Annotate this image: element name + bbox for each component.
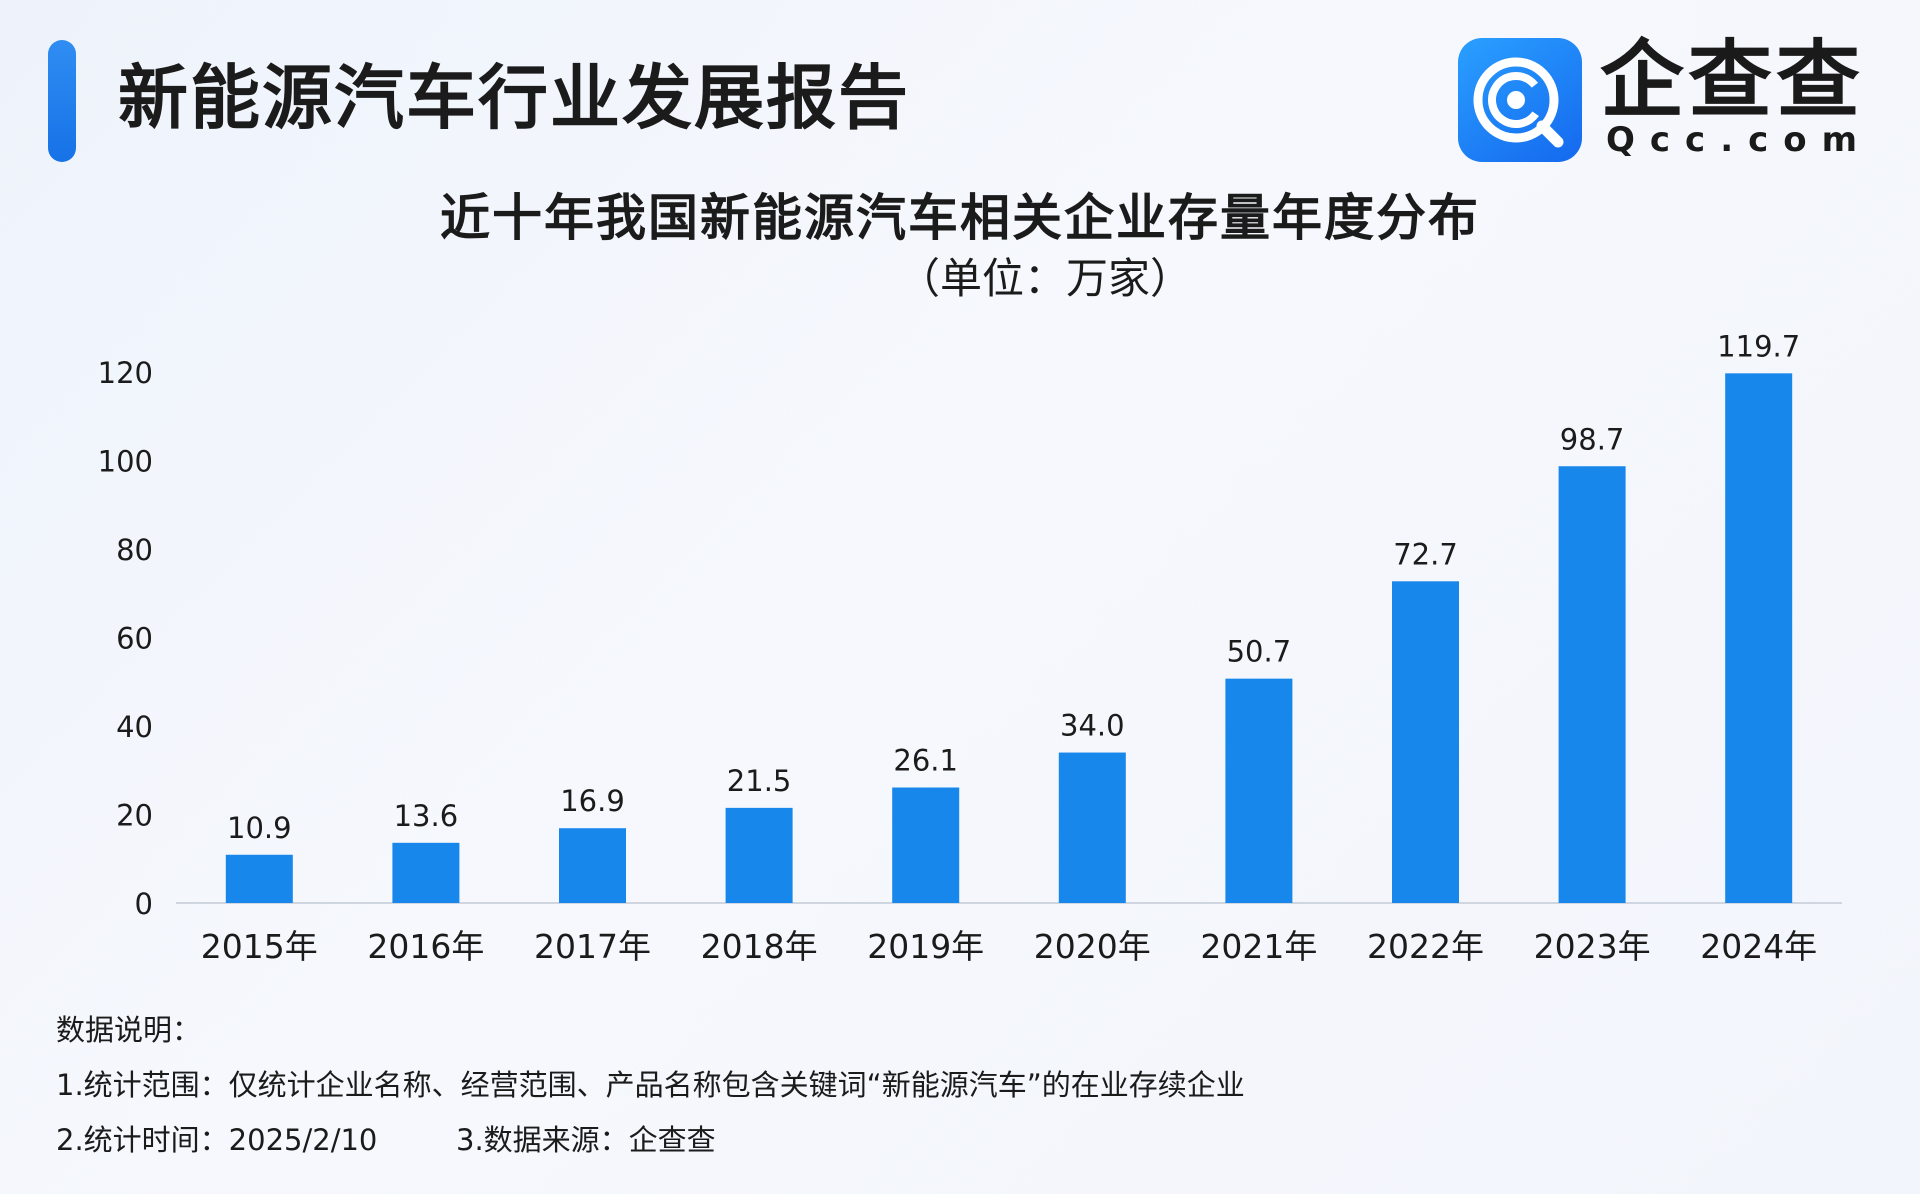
value-label: 34.0	[1060, 709, 1125, 743]
y-tick-label: 0	[135, 887, 153, 921]
value-label: 21.5	[727, 764, 792, 798]
report-title: 新能源汽车行业发展报告	[118, 57, 910, 139]
value-label: 26.1	[893, 744, 958, 778]
x-tick-label: 2019年	[867, 927, 984, 966]
bar-chart: 0 20 40 60 80 100 120 10.9 2015年 13.6 2016年 16.9 201…	[98, 329, 1842, 966]
x-tick-label: 2020年	[1034, 927, 1151, 966]
y-tick-label: 60	[116, 622, 153, 656]
value-label: 72.7	[1393, 537, 1458, 571]
y-tick-label: 80	[116, 533, 153, 567]
bar	[225, 854, 293, 903]
y-tick-label: 20	[116, 799, 153, 833]
notes-source: 3.数据来源：企查查	[456, 1123, 716, 1157]
qcc-magnifier-icon	[1458, 38, 1582, 162]
x-tick-label: 2017年	[534, 927, 651, 966]
y-tick-label: 100	[98, 445, 153, 479]
x-tick-label: 2024年	[1700, 927, 1817, 966]
x-tick-label: 2022年	[1367, 927, 1484, 966]
bar	[892, 787, 960, 903]
chart-subtitle: （单位：万家）	[897, 254, 1192, 303]
qcc-logo: 企查查 Qcc.com	[1458, 32, 1878, 162]
bar	[559, 828, 626, 903]
y-tick-label: 120	[98, 356, 153, 390]
notes-time: 2.统计时间：2025/2/10	[56, 1123, 378, 1157]
value-label: 13.6	[394, 799, 459, 833]
bar	[1225, 678, 1293, 903]
notes-row: 2.统计时间：2025/2/10 3.数据来源：企查查	[56, 1120, 1256, 1160]
header-accent-bar	[48, 40, 76, 162]
bar	[1058, 752, 1126, 903]
value-label: 10.9	[227, 811, 292, 845]
logo-domain: Qcc.com	[1606, 120, 1873, 160]
x-tick-label: 2018年	[701, 927, 818, 966]
bar	[1392, 581, 1459, 903]
value-label: 119.7	[1717, 329, 1800, 363]
value-label: 98.7	[1560, 422, 1625, 456]
notes-heading: 数据说明：	[56, 1013, 202, 1047]
bar	[725, 807, 793, 903]
logo-name: 企查查	[1600, 31, 1865, 129]
y-tick-label: 40	[116, 710, 153, 744]
bar	[1558, 466, 1626, 903]
value-label: 16.9	[560, 784, 625, 818]
bar	[1725, 373, 1793, 903]
bar	[392, 842, 460, 903]
x-tick-label: 2015年	[201, 927, 318, 966]
value-label: 50.7	[1227, 635, 1292, 669]
chart-title: 近十年我国新能源汽车相关企业存量年度分布	[440, 189, 1480, 247]
x-tick-label: 2016年	[367, 927, 484, 966]
x-tick-label: 2021年	[1200, 927, 1317, 966]
notes-scope: 1.统计范围：仅统计企业名称、经营范围、产品名称包含关键词“新能源汽车”的在业存…	[56, 1068, 1245, 1102]
x-tick-label: 2023年	[1534, 927, 1651, 966]
